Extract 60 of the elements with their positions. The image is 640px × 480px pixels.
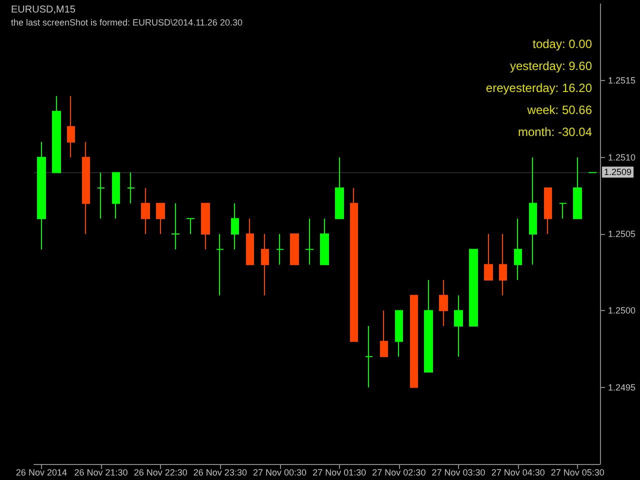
chart-title: EURUSD,M15 (11, 4, 76, 16)
candlestick (424, 280, 433, 372)
candlestick (484, 234, 493, 280)
candlestick (186, 218, 195, 234)
candlestick (231, 202, 239, 250)
candlestick (544, 188, 552, 234)
annotation: week: 50.66 (526, 103, 592, 117)
candlestick (141, 188, 150, 234)
candlestick (67, 96, 75, 158)
annotation: month: -30.04 (518, 125, 592, 139)
candlestick (380, 310, 388, 358)
y-tick-label: 1.2495 (608, 382, 636, 392)
x-tick-label: 27 Nov 03:30 (432, 468, 486, 478)
candlestick (499, 234, 507, 296)
candlestick (171, 202, 180, 250)
x-tick-label: 26 Nov 23:30 (193, 468, 247, 478)
x-tick-label: 27 Nov 01:30 (312, 468, 366, 478)
y-tick-label: 1.2500 (608, 306, 636, 316)
candlestick (216, 234, 224, 296)
candlestick (290, 234, 299, 266)
annotation: ereyesterday: 16.20 (486, 81, 592, 95)
x-tick-label: 27 Nov 04:30 (491, 468, 545, 478)
candlestick (514, 218, 522, 280)
ref-line-label: 1.2509 (604, 167, 632, 178)
y-tick-label: 1.2505 (608, 229, 636, 239)
candlestick (320, 218, 329, 266)
candlestick (261, 234, 269, 296)
text: the last screenShot is formed: EURUSD\2014.11.26 20.30 (11, 18, 242, 28)
candlestick (365, 326, 373, 388)
candlestick (156, 202, 165, 234)
candlestick (335, 156, 344, 220)
candlestick (439, 280, 448, 326)
x-tick-label: 26 Nov 22:30 (134, 468, 188, 478)
candlestick (201, 202, 210, 250)
x-tick-label: 26 Nov 21:30 (74, 468, 128, 478)
annotation: today: 0.00 (532, 37, 592, 51)
candlestick (395, 310, 403, 358)
x-tick-label: 27 Nov 02:30 (372, 468, 426, 478)
y-tick-label: 1.2515 (608, 76, 636, 86)
candlestick (112, 172, 120, 220)
candlestick (529, 156, 537, 266)
candlestick (305, 218, 314, 266)
y-tick-label: 1.2510 (608, 152, 636, 162)
x-tick-label: 27 Nov 05:30 (550, 468, 604, 478)
candlestick (410, 294, 418, 388)
candlestick (52, 96, 61, 174)
annotation: yesterday: 9.60 (510, 59, 592, 73)
candlestick (82, 142, 90, 234)
candlestick (276, 234, 284, 266)
candlestick (573, 156, 582, 220)
candlestick (469, 248, 478, 326)
candlestick (350, 188, 358, 342)
x-tick-label: 26 Nov 2014 (16, 468, 67, 478)
candlestick (127, 172, 135, 204)
candlestick (246, 218, 254, 266)
candlestick (559, 202, 567, 220)
x-tick-label: 27 Nov 00:30 (252, 468, 307, 478)
candlestick (454, 294, 463, 358)
candlestick (37, 142, 46, 250)
candlestick (97, 172, 105, 220)
